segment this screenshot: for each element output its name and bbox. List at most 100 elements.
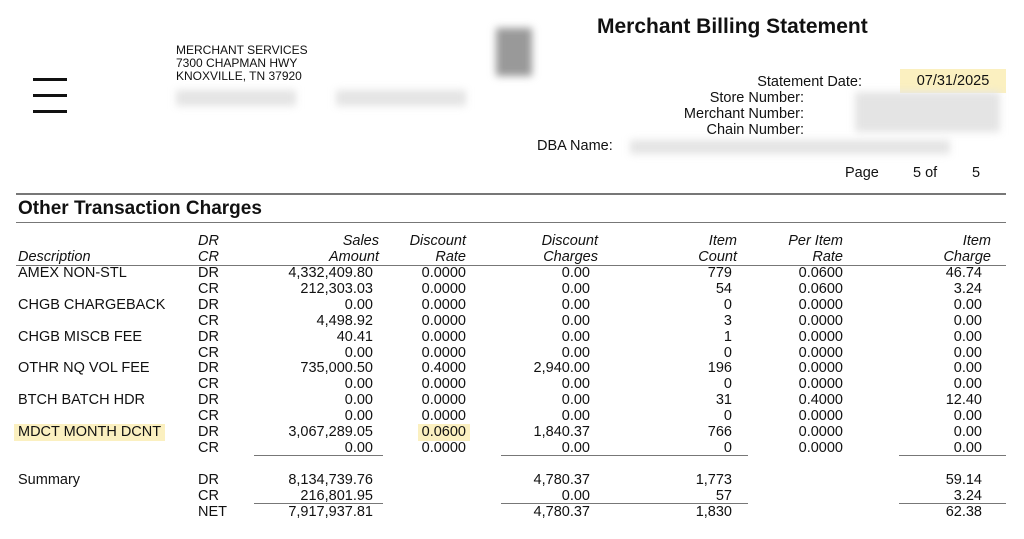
cell-per-item-rate: 0.0000 — [798, 328, 843, 345]
cell-discount-rate: 0.0000 — [421, 376, 466, 393]
dba-name-label: DBA Name: — [537, 138, 613, 154]
address-line: KNOXVILLE, TN 37920 — [176, 69, 302, 83]
cell-drcr: CR — [198, 376, 219, 393]
cell-item-count: 766 — [707, 424, 732, 440]
cell-item-charge: 0.00 — [953, 360, 982, 377]
statement-date-value: 07/31/2025 — [900, 69, 1006, 93]
page-current: 5 of — [913, 165, 938, 181]
cell-discount-rate: 0.0000 — [421, 312, 466, 329]
cell-discount-rate: 0.0000 — [421, 344, 466, 361]
total-underline — [899, 455, 1006, 456]
cell-description: CHGB MISCB FEE — [18, 328, 143, 345]
cell-discount-rate: 0.0000 — [421, 296, 466, 313]
summary-cell-item-count: 57 — [715, 487, 732, 504]
cell-description: AMEX NON-STL — [18, 265, 127, 281]
cell-discount-rate: 0.4000 — [421, 360, 466, 377]
cell-per-item-rate: 0.0000 — [798, 439, 843, 456]
cell-item-count: 0 — [723, 344, 732, 361]
divider — [16, 193, 1006, 195]
redacted-text — [336, 90, 466, 106]
column-header-discount-charges: Discount — [541, 233, 598, 249]
cell-discount-rate: 0.0000 — [421, 392, 466, 409]
cell-item-count: 0 — [723, 408, 732, 425]
section-title: Other Transaction Charges — [18, 198, 262, 219]
cell-discount-charges: 0.00 — [561, 439, 590, 456]
chain-number-label: Chain Number: — [706, 122, 804, 138]
column-header-discount-charges: Charges — [543, 249, 598, 265]
hamburger-menu-icon[interactable] — [28, 74, 72, 118]
cell-per-item-rate: 0.0000 — [798, 344, 843, 361]
column-header-item-charge: Charge — [943, 249, 991, 265]
cell-discount-charges: 0.00 — [561, 408, 590, 425]
cell-per-item-rate: 0.0000 — [798, 360, 843, 377]
redacted-numbers — [855, 92, 1000, 132]
cell-item-charge: 12.40 — [945, 392, 982, 409]
cell-discount-charges: 2,940.00 — [533, 360, 590, 377]
cell-per-item-rate: 0.0600 — [798, 280, 843, 297]
summary-cell-discount-charges: 4,780.37 — [533, 503, 590, 520]
cell-discount-rate: 0.0000 — [421, 328, 466, 345]
cell-item-count: 196 — [707, 360, 732, 377]
column-header-drcr: CR — [198, 249, 219, 265]
total-underline — [254, 503, 383, 504]
column-header-per-item-rate: Per Item — [788, 233, 843, 249]
cell-description: MDCT MONTH DCNT — [14, 424, 166, 441]
cell-sales-amount: 212,303.03 — [300, 280, 373, 297]
cell-discount-charges: 0.00 — [561, 392, 590, 409]
cell-item-count: 3 — [723, 312, 732, 329]
cell-per-item-rate: 0.0000 — [798, 376, 843, 393]
summary-cell-item-charge: 59.14 — [945, 472, 982, 488]
summary-cell-item-charge: 62.38 — [945, 503, 982, 520]
cell-discount-charges: 0.00 — [561, 328, 590, 345]
summary-cell-sales-amount: 7,917,937.81 — [288, 503, 373, 520]
cell-drcr: DR — [198, 360, 219, 377]
column-header-discount-rate: Rate — [435, 249, 466, 265]
cell-sales-amount: 0.00 — [344, 376, 373, 393]
cell-sales-amount: 4,498.92 — [316, 312, 373, 329]
cell-item-count: 1 — [723, 328, 732, 345]
cell-discount-rate: 0.0000 — [421, 439, 466, 456]
cell-discount-charges: 1,840.37 — [533, 424, 590, 440]
cell-drcr: CR — [198, 408, 219, 425]
cell-drcr: DR — [198, 392, 219, 409]
header-divider — [16, 265, 1006, 266]
page-total: 5 — [972, 165, 981, 181]
page-title: Merchant Billing Statement — [597, 15, 868, 38]
cell-discount-rate: 0.0000 — [421, 280, 466, 297]
cell-drcr: DR — [198, 424, 219, 440]
summary-cell-drcr: DR — [198, 472, 219, 488]
cell-discount-rate: 0.0600 — [417, 424, 470, 441]
page-label: Page — [845, 165, 879, 181]
cell-sales-amount: 735,000.50 — [300, 360, 373, 377]
cell-sales-amount: 4,332,409.80 — [288, 265, 373, 281]
cell-drcr: DR — [198, 296, 219, 313]
divider — [16, 222, 1006, 223]
address-line: 7300 CHAPMAN HWY — [176, 56, 298, 70]
cell-per-item-rate: 0.4000 — [798, 392, 843, 409]
column-header-sales-amount: Sales — [342, 233, 379, 249]
cell-sales-amount: 3,067,289.05 — [288, 424, 373, 440]
cell-item-count: 54 — [715, 280, 732, 297]
redacted-text — [176, 90, 296, 106]
cell-item-charge: 0.00 — [953, 424, 982, 440]
summary-cell-discount-charges: 4,780.37 — [533, 472, 590, 488]
summary-cell-description: Summary — [18, 472, 81, 488]
summary-cell-item-charge: 3.24 — [953, 487, 982, 504]
cell-item-count: 779 — [707, 265, 732, 281]
column-header-per-item-rate: Rate — [812, 249, 843, 265]
merchant-number-label: Merchant Number: — [683, 106, 804, 122]
cell-per-item-rate: 0.0000 — [798, 424, 843, 440]
cell-item-charge: 0.00 — [953, 408, 982, 425]
summary-cell-drcr: CR — [198, 487, 219, 504]
column-header-drcr: DR — [198, 233, 219, 249]
cell-item-charge: 46.74 — [945, 265, 982, 281]
summary-cell-drcr: NET — [198, 503, 227, 520]
cell-sales-amount: 0.00 — [344, 392, 373, 409]
cell-discount-charges: 0.00 — [561, 344, 590, 361]
column-header-description: Description — [18, 249, 91, 265]
cell-item-count: 31 — [715, 392, 732, 409]
cell-item-charge: 3.24 — [953, 280, 982, 297]
summary-cell-item-count: 1,773 — [695, 472, 732, 488]
cell-discount-charges: 0.00 — [561, 265, 590, 281]
cell-sales-amount: 0.00 — [344, 296, 373, 313]
